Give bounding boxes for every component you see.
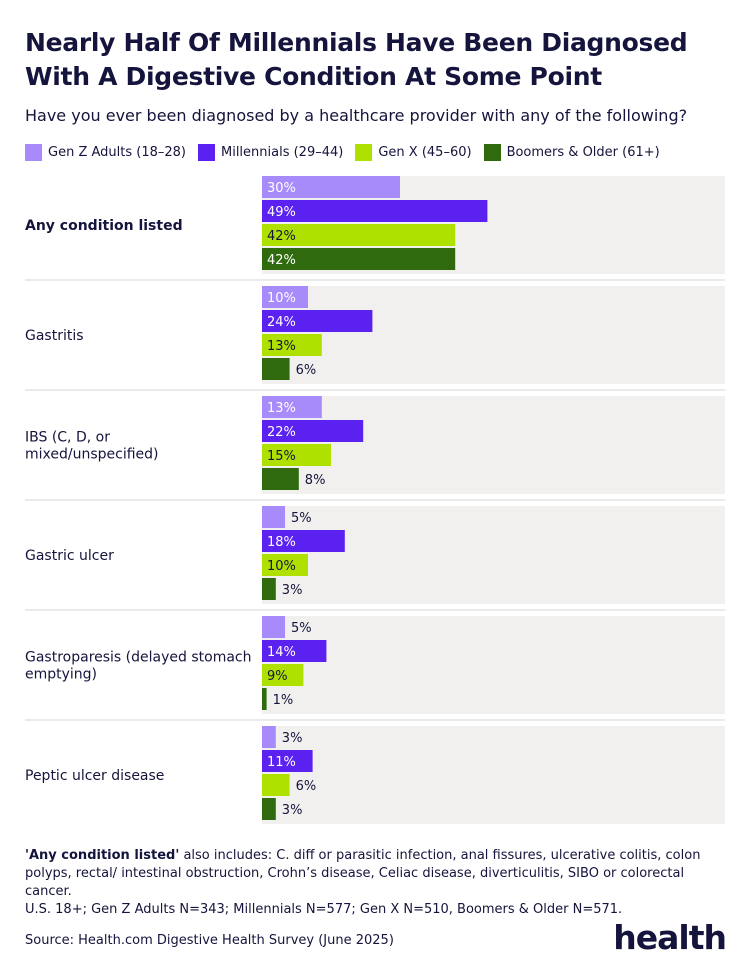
bar-boomers-older-61-gastric-ulcer (262, 578, 276, 600)
bar-millennials-29-44-any-condition-listed (262, 200, 488, 222)
category-label-peptic-ulcer-disease: Peptic ulcer disease (25, 768, 164, 784)
panel-ibs-c-d-or-mixed-unspecified (262, 396, 725, 494)
legend-item-boomers: Boomers & Older (61+) (483, 143, 660, 161)
chart-subtitle: Have you ever been diagnosed by a health… (25, 106, 688, 125)
health-logo: health (613, 918, 727, 957)
bar-gen-z-adults-18-28-gastroparesis-delayed-stomach-emptying (262, 616, 285, 638)
bar-value-label: 6% (296, 779, 317, 794)
bar-value-label: 13% (267, 401, 296, 416)
bar-millennials-29-44-gastroparesis-delayed-stomach-emptying (262, 640, 327, 662)
bar-gen-x-45-60-peptic-ulcer-disease (262, 774, 290, 796)
bar-gen-z-adults-18-28-gastritis (262, 286, 308, 308)
legend-label-boomers: Boomers & Older (61+) (506, 144, 660, 160)
legend-swatch-genx (355, 143, 373, 161)
legend-label-genz: Gen Z Adults (18–28) (48, 144, 186, 160)
bar-gen-x-45-60-any-condition-listed (262, 224, 456, 246)
bar-value-label: 6% (296, 363, 317, 378)
bar-value-label: 3% (282, 583, 303, 598)
panel-gastritis (262, 286, 725, 384)
bar-value-label: 15% (267, 449, 296, 464)
bar-value-label: 1% (273, 693, 294, 708)
footnote-sample: U.S. 18+; Gen Z Adults N=343; Millennial… (25, 902, 623, 917)
bar-value-label: 3% (282, 731, 303, 746)
category-label-gastritis: Gastritis (25, 328, 84, 344)
panel-peptic-ulcer-disease (262, 726, 725, 824)
bar-gen-x-45-60-ibs-c-d-or-mixed-unspecified (262, 444, 331, 466)
legend-label-millennials: Millennials (29–44) (220, 144, 344, 160)
bar-value-label: 10% (267, 291, 296, 306)
source-note: Source: Health.com Digestive Health Surv… (25, 933, 394, 948)
legend-item-millennials: Millennials (29–44) (197, 143, 344, 161)
bar-gen-x-45-60-gastritis (262, 334, 322, 356)
bar-value-label: 49% (267, 205, 296, 220)
bar-value-label: 18% (267, 535, 296, 550)
bar-gen-z-adults-18-28-any-condition-listed (262, 176, 400, 198)
legend-item-genz: Gen Z Adults (18–28) (25, 143, 186, 161)
bar-boomers-older-61-gastritis (262, 358, 290, 380)
bar-boomers-older-61-peptic-ulcer-disease (262, 798, 276, 820)
bar-boomers-older-61-gastroparesis-delayed-stomach-emptying (262, 688, 267, 710)
bar-value-label: 13% (267, 339, 296, 354)
bar-value-label: 42% (267, 253, 296, 268)
category-label-any-condition-listed: Any condition listed (25, 218, 183, 234)
category-label-gastroparesis-delayed-stomach-emptying: Gastroparesis (delayed stomach emptying) (25, 650, 251, 683)
bar-gen-x-45-60-gastric-ulcer (262, 554, 308, 576)
bar-millennials-29-44-gastric-ulcer (262, 530, 345, 552)
bar-value-label: 8% (305, 473, 326, 488)
legend-swatch-boomers (483, 143, 501, 161)
panel-gastroparesis-delayed-stomach-emptying (262, 616, 725, 714)
bar-gen-z-adults-18-28-gastric-ulcer (262, 506, 285, 528)
legend-swatch-millennials (197, 143, 215, 161)
bar-value-label: 14% (267, 645, 296, 660)
legend-label-genx: Gen X (45–60) (378, 144, 472, 160)
legend-swatch-genz (25, 143, 42, 161)
legend-item-genx: Gen X (45–60) (355, 143, 472, 161)
bar-chart: Any condition listed 30% 49% 42% 42% Gastriti… (25, 176, 725, 824)
bar-millennials-29-44-peptic-ulcer-disease (262, 750, 313, 772)
bar-value-label: 9% (267, 669, 288, 684)
bar-millennials-29-44-ibs-c-d-or-mixed-unspecified (262, 420, 364, 442)
bar-boomers-older-61-any-condition-listed (262, 248, 456, 270)
bar-value-label: 11% (267, 755, 296, 770)
bar-millennials-29-44-gastritis (262, 310, 373, 332)
bar-value-label: 42% (267, 229, 296, 244)
panel-gastric-ulcer (262, 506, 725, 604)
footnote-text: also includes: C. diff or parasitic infe… (25, 848, 701, 899)
category-label-gastric-ulcer: Gastric ulcer (25, 548, 114, 564)
bar-value-label: 22% (267, 425, 296, 440)
bar-value-label: 3% (282, 803, 303, 818)
bar-value-label: 5% (291, 511, 312, 526)
category-label-ibs-c-d-or-mixed-unspecified: IBS (C, D, or mixed/unspecified) (25, 430, 159, 463)
chart-title: Nearly Half Of Millennials Have Been Dia… (25, 28, 688, 91)
bar-value-label: 30% (267, 181, 296, 196)
footnote: 'Any condition listed' also includes: C.… (25, 847, 730, 919)
bar-gen-z-adults-18-28-peptic-ulcer-disease (262, 726, 276, 748)
bar-gen-z-adults-18-28-ibs-c-d-or-mixed-unspecified (262, 396, 322, 418)
bar-gen-x-45-60-gastroparesis-delayed-stomach-emptying (262, 664, 304, 686)
footnote-bold: 'Any condition listed' (25, 848, 180, 863)
bar-value-label: 24% (267, 315, 296, 330)
bar-value-label: 10% (267, 559, 296, 574)
bar-value-label: 5% (291, 621, 312, 636)
bar-boomers-older-61-ibs-c-d-or-mixed-unspecified (262, 468, 299, 490)
legend: Gen Z Adults (18–28) Millennials (29–44)… (25, 142, 672, 162)
